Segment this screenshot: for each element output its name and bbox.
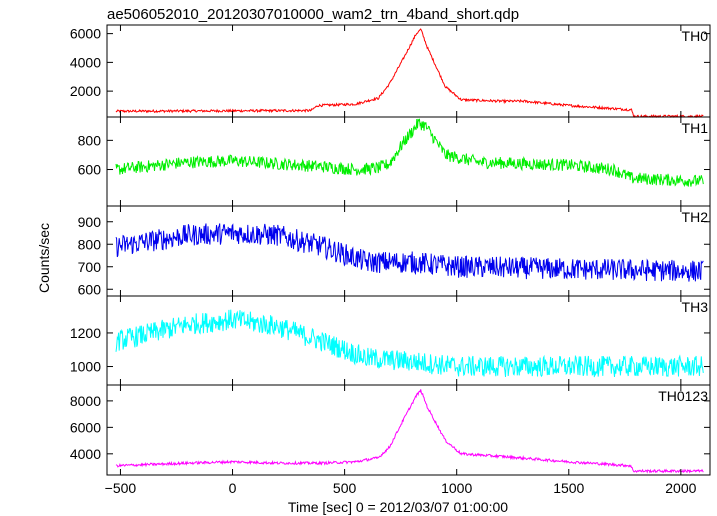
y-tick-label: 4000 xyxy=(70,54,101,70)
y-tick-label: 600 xyxy=(78,281,102,297)
panel-label-th3: TH3 xyxy=(682,299,709,315)
chart-title: ae506052010_20120307010000_wam2_trn_4ban… xyxy=(107,6,519,23)
y-tick-label: 2000 xyxy=(70,83,101,99)
series-line-th3 xyxy=(115,309,704,378)
panel-label-th0: TH0 xyxy=(682,28,709,44)
y-tick-label: 8000 xyxy=(70,393,101,409)
y-axis-label: Counts/sec xyxy=(36,223,52,293)
y-tick-label: 1000 xyxy=(70,359,101,375)
y-tick-label: 700 xyxy=(78,259,102,275)
y-tick-label: 6000 xyxy=(70,419,101,435)
panel-label-th0123: TH0123 xyxy=(658,388,708,404)
y-tick-label: 6000 xyxy=(70,26,101,42)
panels-group: 2000 4000 6000 TH0 600 800 TH1 600 700 800 900 TH2 1… xyxy=(70,24,711,496)
panel-frame xyxy=(106,24,711,118)
y-tick-label: 600 xyxy=(78,162,102,178)
panel-label-th2: TH2 xyxy=(682,209,709,225)
x-tick-label: 1000 xyxy=(441,480,472,496)
y-tick-label: 800 xyxy=(78,132,102,148)
panel-frame xyxy=(106,295,711,386)
y-tick-label: 1200 xyxy=(70,325,101,341)
x-tick-label: 0 xyxy=(229,480,237,496)
panel-label-th1: TH1 xyxy=(682,120,709,136)
y-tick-label: 800 xyxy=(78,236,102,252)
series-line-th1 xyxy=(115,118,704,188)
panel-frame xyxy=(106,384,711,476)
panel-frame xyxy=(106,116,711,207)
x-tick-label: 500 xyxy=(333,480,357,496)
y-tick-label: 4000 xyxy=(70,446,101,462)
x-tick-label: 1500 xyxy=(553,480,584,496)
x-tick-label: 2000 xyxy=(665,480,696,496)
y-tick-label: 900 xyxy=(78,214,102,230)
series-line-th0 xyxy=(115,28,704,119)
panel-frame xyxy=(106,205,711,297)
series-line-th0123 xyxy=(115,389,704,474)
x-axis-label: Time [sec] 0 = 2012/03/07 01:00:00 xyxy=(288,499,508,515)
x-tick-label: −500 xyxy=(105,480,137,496)
series-line-th2 xyxy=(115,223,704,282)
